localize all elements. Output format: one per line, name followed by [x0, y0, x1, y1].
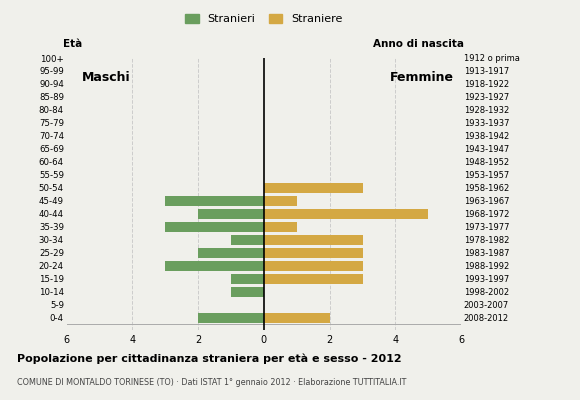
- Text: Popolazione per cittadinanza straniera per età e sesso - 2012: Popolazione per cittadinanza straniera p…: [17, 354, 402, 364]
- Bar: [264, 196, 297, 206]
- Bar: [231, 287, 264, 297]
- Bar: [198, 248, 264, 258]
- Bar: [198, 312, 264, 323]
- Bar: [264, 248, 362, 258]
- Bar: [264, 209, 428, 219]
- Bar: [264, 183, 362, 193]
- Text: Età: Età: [63, 39, 83, 49]
- Text: Maschi: Maschi: [82, 71, 130, 84]
- Bar: [264, 222, 297, 232]
- Bar: [264, 261, 362, 271]
- Text: COMUNE DI MONTALDO TORINESE (TO) · Dati ISTAT 1° gennaio 2012 · Elaborazione TUT: COMUNE DI MONTALDO TORINESE (TO) · Dati …: [17, 378, 407, 387]
- Bar: [264, 235, 362, 245]
- Legend: Stranieri, Straniere: Stranieri, Straniere: [181, 10, 347, 29]
- Bar: [165, 196, 264, 206]
- Text: Anno di nascita: Anno di nascita: [374, 39, 465, 49]
- Bar: [231, 274, 264, 284]
- Bar: [264, 274, 362, 284]
- Text: Femmine: Femmine: [390, 71, 454, 84]
- Bar: [165, 261, 264, 271]
- Bar: [165, 222, 264, 232]
- Bar: [231, 235, 264, 245]
- Bar: [264, 312, 329, 323]
- Bar: [198, 209, 264, 219]
